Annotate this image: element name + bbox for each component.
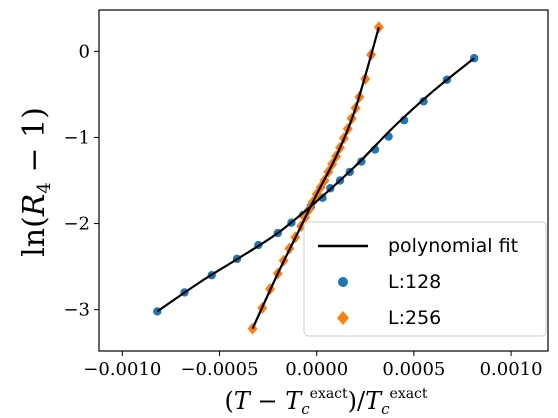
legend: polynomial fit L:128 L:256 bbox=[303, 221, 547, 337]
y-tick-label: −1 bbox=[63, 127, 90, 148]
x-tick-label: 0.0000 bbox=[285, 359, 348, 380]
x-axis-label: (T − Tcexact)/Tcexact bbox=[224, 386, 427, 418]
x-tick-label: −0.0005 bbox=[180, 359, 258, 380]
x-tick-label: −0.0010 bbox=[83, 359, 161, 380]
axis-ticks: −0.0010 −0.0005 0.0000 0.0005 0.0010 −3 −2 −1 0 bbox=[63, 41, 542, 380]
plot-frame bbox=[98, 9, 549, 352]
y-axis-label: ln(R4 − 1) bbox=[17, 107, 55, 257]
y-tick-label: −3 bbox=[63, 300, 90, 321]
plot-marks bbox=[153, 21, 479, 335]
fit-line-l-256 bbox=[251, 26, 380, 330]
legend-label-fit: polynomial fit bbox=[388, 235, 518, 257]
legend-label-l256: L:256 bbox=[388, 307, 441, 329]
legend-label-l128: L:128 bbox=[388, 271, 441, 293]
x-tick-label: 0.0010 bbox=[480, 359, 543, 380]
legend-circle-swatch bbox=[338, 277, 348, 287]
y-tick-label: −2 bbox=[63, 214, 90, 235]
x-tick-label: 0.0005 bbox=[382, 359, 445, 380]
legend-box bbox=[303, 221, 547, 337]
fit-line-l-128 bbox=[156, 57, 475, 313]
data-point-diamond bbox=[373, 21, 384, 34]
data-point-circle bbox=[419, 97, 428, 106]
legend-diamond-swatch bbox=[337, 311, 349, 325]
y-tick-label: 0 bbox=[79, 41, 90, 62]
